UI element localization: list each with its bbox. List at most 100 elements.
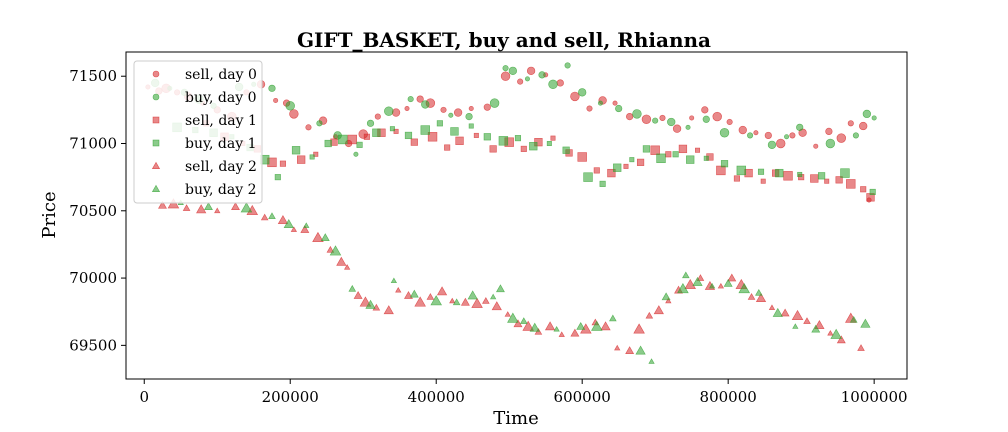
data-point xyxy=(410,138,418,146)
data-point xyxy=(538,71,546,79)
data-point xyxy=(495,284,505,293)
data-point xyxy=(468,106,474,112)
data-point xyxy=(672,151,679,158)
data-point xyxy=(436,286,448,296)
data-point xyxy=(504,311,511,317)
data-point xyxy=(860,186,867,193)
data-point xyxy=(860,318,871,328)
data-point xyxy=(641,114,652,124)
data-point xyxy=(626,112,634,121)
data-point xyxy=(395,286,402,293)
data-point xyxy=(653,305,664,315)
data-point xyxy=(813,143,819,149)
data-point xyxy=(409,289,419,298)
data-point xyxy=(768,304,776,310)
data-point xyxy=(650,145,660,155)
data-point xyxy=(755,288,763,296)
data-point xyxy=(553,325,560,332)
data-point xyxy=(814,319,825,329)
legend-label: sell, day 0 xyxy=(185,67,257,83)
data-point xyxy=(522,320,534,331)
data-point xyxy=(414,296,426,307)
x-tick-label: 400000 xyxy=(408,388,465,406)
data-point xyxy=(489,145,497,153)
data-point xyxy=(570,328,580,337)
data-point xyxy=(780,308,790,317)
data-point xyxy=(353,151,359,157)
legend-label: sell, day 2 xyxy=(185,159,257,175)
data-point xyxy=(196,204,207,214)
data-point xyxy=(614,344,621,351)
data-point xyxy=(214,207,221,214)
data-point xyxy=(836,133,847,143)
data-point xyxy=(760,178,766,184)
data-point xyxy=(708,282,716,289)
data-point xyxy=(407,96,414,103)
data-point xyxy=(500,71,511,81)
data-point xyxy=(489,293,497,300)
legend-marker xyxy=(152,70,160,78)
data-point xyxy=(656,153,666,164)
data-point xyxy=(313,151,319,157)
data-point xyxy=(757,168,765,175)
data-point xyxy=(846,179,856,189)
data-point xyxy=(562,146,570,154)
data-point xyxy=(305,124,312,131)
data-point xyxy=(312,231,324,242)
data-point xyxy=(283,219,294,229)
data-point xyxy=(514,135,522,142)
x-tick-label: 0 xyxy=(139,388,149,406)
data-point xyxy=(727,273,737,282)
x-axis: 0 200000 400000 600000 800000 1000000 xyxy=(139,379,908,406)
data-point xyxy=(783,171,793,181)
data-point xyxy=(678,144,688,154)
data-point xyxy=(389,126,395,132)
data-point xyxy=(158,200,167,209)
data-point xyxy=(483,103,491,111)
data-point xyxy=(738,282,751,294)
data-point xyxy=(231,202,240,211)
data-point xyxy=(268,212,276,219)
data-point xyxy=(811,324,821,333)
data-point xyxy=(182,204,191,211)
legend-label: sell, day 1 xyxy=(185,113,257,129)
data-point xyxy=(755,293,767,303)
data-point xyxy=(427,132,438,142)
data-point xyxy=(847,120,854,127)
data-point xyxy=(268,84,276,92)
data-point xyxy=(827,330,834,336)
y-tick-label: 69500 xyxy=(69,336,117,354)
data-point xyxy=(712,111,722,122)
data-point xyxy=(260,213,269,221)
data-point xyxy=(366,119,375,127)
data-point xyxy=(586,105,593,112)
data-point xyxy=(348,284,357,292)
data-point xyxy=(491,301,502,311)
data-point xyxy=(590,320,603,331)
data-point xyxy=(597,100,603,106)
data-point xyxy=(420,125,430,135)
y-tick-label: 70000 xyxy=(69,269,117,287)
data-point xyxy=(483,133,491,141)
data-point xyxy=(391,108,401,117)
data-point xyxy=(344,264,351,270)
data-point xyxy=(452,298,461,306)
data-point xyxy=(661,292,671,301)
data-point xyxy=(701,106,709,114)
data-point xyxy=(667,117,676,127)
legend-marker xyxy=(152,139,160,147)
data-point xyxy=(717,282,725,289)
data-point xyxy=(677,282,689,294)
data-point xyxy=(753,130,759,136)
data-point xyxy=(324,139,332,148)
data-point xyxy=(633,323,645,334)
data-point xyxy=(336,256,347,266)
data-point xyxy=(857,344,865,351)
data-point xyxy=(502,65,509,72)
legend-marker xyxy=(151,161,161,169)
data-point xyxy=(297,155,306,164)
data-point xyxy=(498,136,509,146)
data-point xyxy=(544,321,556,331)
data-point xyxy=(736,165,747,176)
data-point xyxy=(824,178,830,184)
